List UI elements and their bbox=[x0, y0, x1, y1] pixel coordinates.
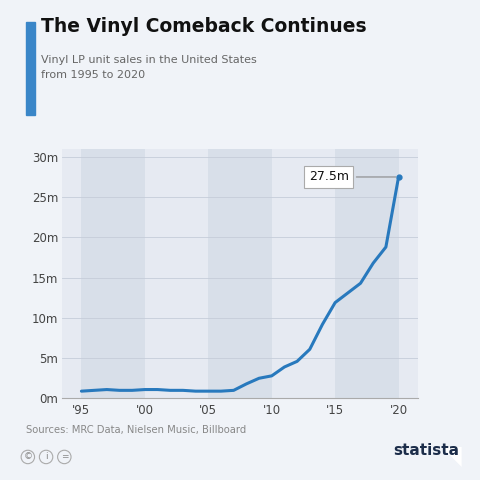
Text: i: i bbox=[45, 453, 48, 461]
Text: Sources: MRC Data, Nielsen Music, Billboard: Sources: MRC Data, Nielsen Music, Billbo… bbox=[26, 425, 247, 435]
Bar bbox=[62, 149, 82, 398]
Text: The Vinyl Comeback Continues: The Vinyl Comeback Continues bbox=[41, 17, 366, 36]
Text: ©: © bbox=[24, 453, 32, 461]
Bar bbox=[272, 149, 335, 398]
Bar bbox=[208, 149, 272, 398]
Text: Vinyl LP unit sales in the United States
from 1995 to 2020: Vinyl LP unit sales in the United States… bbox=[41, 55, 256, 80]
Bar bbox=[145, 149, 208, 398]
Bar bbox=[335, 149, 398, 398]
Bar bbox=[398, 149, 424, 398]
Polygon shape bbox=[442, 447, 462, 467]
Text: statista: statista bbox=[394, 444, 459, 458]
Bar bbox=[82, 149, 145, 398]
Text: 27.5m: 27.5m bbox=[309, 170, 396, 183]
Text: =: = bbox=[60, 453, 68, 461]
